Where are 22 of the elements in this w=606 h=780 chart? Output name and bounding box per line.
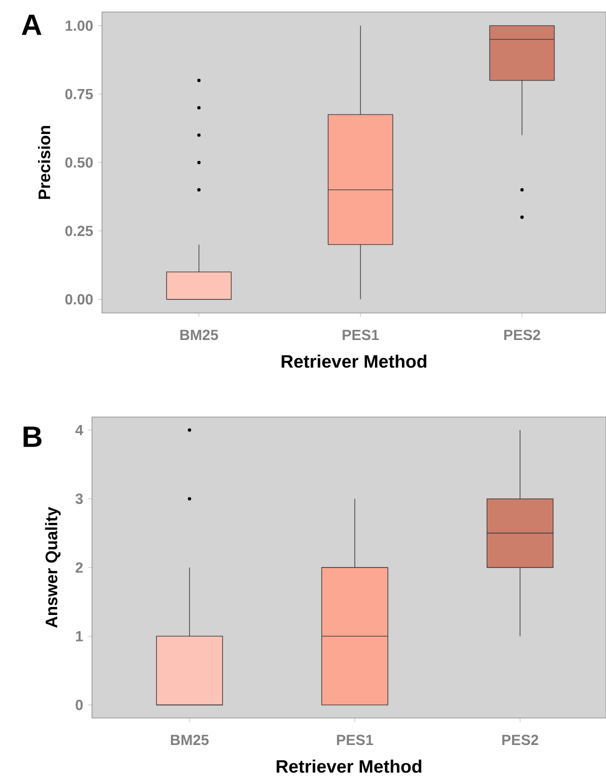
x-tick-label: BM25 [170, 734, 209, 746]
y-tick-label: 3 [75, 494, 83, 504]
x-tick-label: PES2 [504, 330, 540, 340]
y-tick-label: 0.00 [65, 294, 93, 305]
chart-title: B [24, 426, 42, 447]
x-tick-label: BM25 [180, 330, 218, 340]
x-axis-title: Retriever Method [276, 760, 422, 773]
chart-title: A [22, 14, 42, 35]
y-tick-label: 4 [75, 425, 84, 436]
y-tick-label: 0 [76, 700, 83, 710]
y-tick-label: 0.75 [65, 88, 93, 100]
y-axis-title: Answer Quality [44, 506, 61, 628]
y-tick-label: 0.50 [65, 157, 93, 168]
y-tick-label: 2 [76, 562, 83, 573]
x-tick-label: PES1 [336, 734, 373, 746]
y-axis-title: Precision [38, 126, 50, 199]
y-tick-label: 1.00 [66, 20, 93, 31]
x-tick-label: PES1 [342, 330, 379, 340]
x-tick-label: PES2 [502, 734, 538, 746]
y-tick-label: 1 [76, 631, 83, 642]
x-axis-title: Retriever Method [282, 354, 426, 368]
y-tick-label: 0.25 [65, 226, 93, 236]
